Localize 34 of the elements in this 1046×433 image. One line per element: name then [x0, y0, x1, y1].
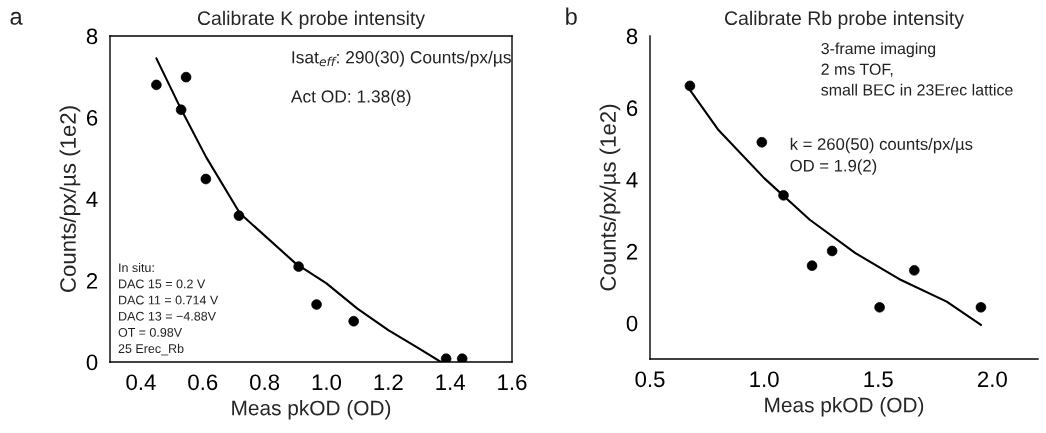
y-tick-label: 8: [626, 28, 638, 45]
text: b: [566, 7, 577, 25]
annotation: In situ: DAC 15 = 0.2 V DAC 11 = 0.714 V DAC 13 = −4.88V OT = 0.98V 25 Erec_Rb: [118, 262, 219, 356]
x-tick-label: 0.5: [635, 371, 665, 388]
annotation: Act OD: 1.38(8): [290, 89, 411, 107]
x-tick-label: 1.6: [498, 374, 527, 391]
x-axis-title: Meas pkOD (OD): [765, 397, 924, 417]
y-tick-label: 2: [626, 243, 638, 260]
y-tick-label: 6: [86, 110, 98, 126]
y-tick-label: 0: [626, 315, 638, 332]
y-axis-title: Counts/px/µs (1e2): [599, 104, 621, 291]
y-tick-label: 0: [86, 354, 98, 371]
chart-title: Calibrate Rb probe intensity: [725, 10, 964, 29]
x-tick-label: 0.8: [250, 374, 280, 391]
chart-title: Calibrate K probe intensity: [197, 10, 425, 29]
x-tick-label: 0.6: [188, 374, 218, 391]
x-tick-label: 1.5: [864, 371, 893, 388]
x-tick-label: 0.4: [126, 374, 156, 391]
x-axis-title: Meas pkOD (OD): [232, 400, 391, 420]
annotation: 3-frame imaging 2 ms TOF, small BEC in 23Erec lattice: [821, 42, 1013, 96]
annotation: Isat$_{eff}$: 290(30) Counts/px/µs: [292, 50, 511, 67]
text: a: [10, 11, 23, 25]
x-tick-label: 1.0: [312, 374, 342, 391]
y-tick-label: 4: [86, 191, 98, 208]
y-tick-label: 6: [626, 100, 638, 117]
annotation: k = 260(50) counts/px/µs OD = 1.9(2): [790, 137, 973, 175]
y-axis-title: Counts/px/µs (1e2): [59, 106, 81, 292]
x-tick-label: 1.2: [374, 374, 403, 390]
y-tick-label: 4: [626, 172, 638, 188]
y-tick-label: 2: [86, 273, 98, 289]
x-tick-label: 2.0: [978, 371, 1007, 388]
x-tick-label: 1.0: [750, 371, 779, 388]
y-tick-label: 8: [86, 28, 98, 45]
x-tick-label: 1.4: [436, 374, 465, 390]
